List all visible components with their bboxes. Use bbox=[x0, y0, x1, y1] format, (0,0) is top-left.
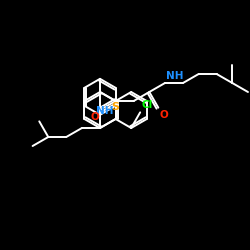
Text: O: O bbox=[159, 110, 168, 120]
Text: O: O bbox=[90, 112, 99, 122]
Text: NH: NH bbox=[166, 71, 184, 81]
Text: S: S bbox=[112, 102, 120, 112]
Text: Cl: Cl bbox=[141, 100, 152, 110]
Text: NH: NH bbox=[96, 106, 114, 116]
